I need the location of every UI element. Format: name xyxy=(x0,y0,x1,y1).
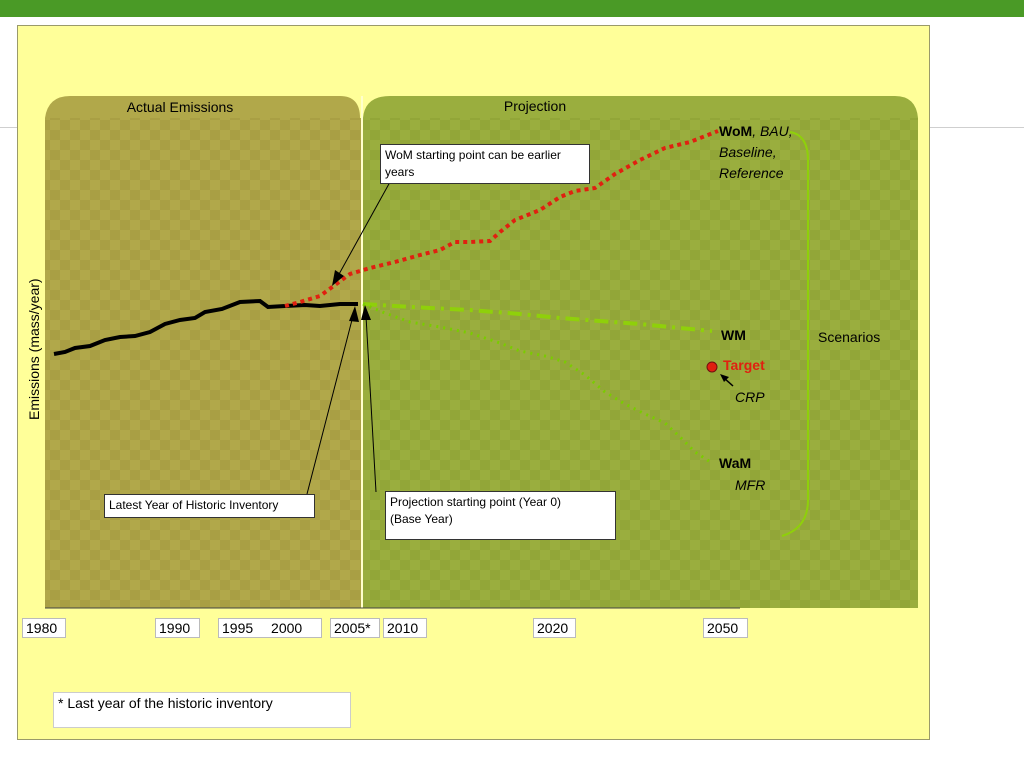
wom-label-bau: , BAU, xyxy=(752,123,793,139)
wom-start-callout: WoM starting point can be earlier years xyxy=(380,144,590,184)
projection-header-tab xyxy=(363,96,918,118)
actual-emissions-panel xyxy=(45,118,361,608)
year-1995: 1995 xyxy=(222,620,254,636)
wom-label-baseline: Baseline, xyxy=(719,144,777,160)
y-axis-label: Emissions (mass/year) xyxy=(26,278,42,420)
footnote-text: * Last year of the historic inventory xyxy=(58,695,273,711)
latest-year-text: Latest Year of Historic Inventory xyxy=(109,498,279,512)
year-1980: 1980 xyxy=(22,618,66,638)
wom-callout-arrow xyxy=(337,181,391,277)
mfr-label: MFR xyxy=(735,477,766,493)
target-dot xyxy=(706,361,718,373)
actual-emissions-header: Actual Emissions xyxy=(126,99,234,115)
top-accent-bar xyxy=(0,0,1024,17)
wom-start-text: WoM starting point can be earlier years xyxy=(385,148,561,179)
year-2050: 2050 xyxy=(703,618,748,638)
projection-start-text-2: (Base Year) xyxy=(390,512,453,526)
crp-label: CRP xyxy=(735,389,765,405)
projection-start-arrow xyxy=(365,315,377,493)
year-2000: 2000 xyxy=(271,620,303,636)
scenarios-label: Scenarios xyxy=(818,329,881,345)
wom-projection-line xyxy=(284,129,719,308)
target-label: Target xyxy=(723,357,765,373)
projection-header: Projection xyxy=(503,98,567,114)
actual-header-tab xyxy=(45,96,360,118)
footnote-box: * Last year of the historic inventory xyxy=(53,692,351,728)
wom-callout-arrowhead xyxy=(332,270,344,286)
crp-arrowhead xyxy=(720,374,729,382)
historic-emissions-line xyxy=(53,298,358,356)
year-1995-2000: 1995 2000 xyxy=(218,618,322,638)
wm-label: WM xyxy=(721,327,746,343)
wam-label: WaM xyxy=(719,455,752,471)
projection-start-arrowhead xyxy=(361,305,371,320)
year-2005: 2005* xyxy=(330,618,380,638)
year-2010: 2010 xyxy=(383,618,427,638)
projection-start-callout: Projection starting point (Year 0) (Base… xyxy=(385,491,616,540)
wom-label-bold: WoM xyxy=(719,123,753,139)
latest-year-callout: Latest Year of Historic Inventory xyxy=(104,494,315,518)
scenarios-bracket xyxy=(781,131,809,537)
wm-projection-line xyxy=(362,302,713,333)
latest-year-arrow xyxy=(306,315,354,495)
wom-label: WoM, BAU, xyxy=(719,123,793,139)
year-2020: 2020 xyxy=(533,618,576,638)
wom-label-reference: Reference xyxy=(719,165,784,181)
year-1990: 1990 xyxy=(155,618,200,638)
projection-start-text-1: Projection starting point (Year 0) xyxy=(390,495,561,509)
wam-projection-line xyxy=(362,302,713,465)
latest-year-arrowhead xyxy=(349,306,359,322)
